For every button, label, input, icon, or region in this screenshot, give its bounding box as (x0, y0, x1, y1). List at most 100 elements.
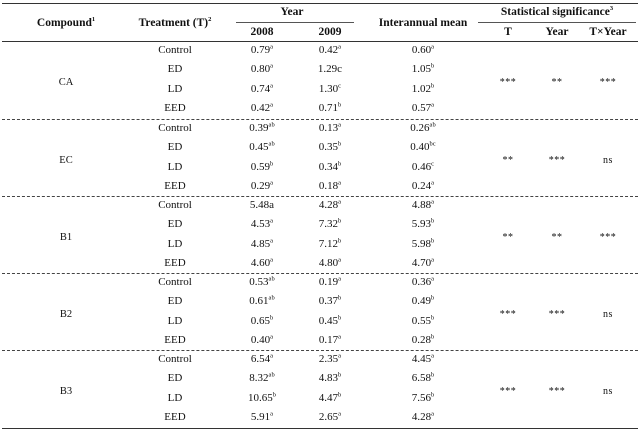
value-2008-letter: a (270, 333, 274, 341)
value-mean-cell: 0.57a (412, 101, 434, 115)
value-mean-cell: 0.40bc (410, 141, 435, 154)
value-2009-cell: 0.71b (318, 101, 342, 115)
value-mean-letter: b (431, 236, 435, 244)
value-2008-cell: 5.91a (250, 410, 273, 424)
value-mean-letter: a (431, 198, 435, 206)
value-2009-letter: a (338, 352, 342, 360)
value-2009: 0.18 (318, 179, 339, 192)
sig-txy: ns (603, 154, 613, 166)
value-2008-cell: 8.32ab (249, 372, 274, 385)
value-2008-letter: b (272, 390, 276, 398)
value-mean-letter: b (431, 81, 435, 89)
value-2009: 4.80 (318, 256, 339, 269)
treatment-cell: ED (167, 295, 183, 308)
value-2009-letter: a (338, 333, 342, 341)
value-2009: 1.29c (317, 63, 343, 76)
value-2009-cell: 0.42a (319, 44, 341, 57)
header-interannual-mean: Interannual mean (378, 17, 468, 29)
value-2009-letter: a (338, 43, 342, 51)
header-year: Year (280, 6, 304, 18)
value-2008-letter: a (270, 179, 274, 187)
value-2008-letter: ab (268, 294, 275, 302)
value-2009-cell: 2.65a (319, 410, 342, 424)
value-2009-letter: a (338, 179, 342, 187)
value-mean: 5.93 (411, 218, 431, 231)
value-mean: 4.28 (411, 410, 432, 423)
header-2009: 2009 (318, 26, 342, 38)
value-mean-cell: 4.28a (411, 410, 434, 424)
header-compound-label: Compound (36, 17, 92, 29)
value-2008-cell: 0.39ab (249, 122, 274, 135)
value-2008-cell: 0.53ab (249, 276, 274, 289)
value-2009: 0.19 (318, 276, 339, 288)
value-2008-cell: 0.42a (250, 101, 273, 115)
value-mean-cell: 5.93b (412, 218, 435, 231)
value-2009: 0.45 (318, 314, 338, 327)
compound-label: CA (58, 76, 74, 88)
value-2009: 0.42 (318, 44, 339, 56)
treatment-cell: LD (167, 160, 183, 173)
treatment-cell: Control (158, 199, 192, 211)
value-2009-cell: 2.35a (319, 353, 341, 366)
value-2009-letter: a (338, 198, 342, 206)
sig-t: ** (502, 154, 514, 166)
value-2008-cell: 0.59b (250, 160, 274, 174)
value-2008-cell: 5.48a (250, 199, 274, 212)
value-2009-cell: 4.80a (318, 256, 341, 270)
header-stat-year: Year (545, 26, 569, 38)
header-stat-footnote: 3 (609, 5, 614, 13)
sig-year: ** (551, 76, 563, 88)
value-2009-letter: a (338, 410, 342, 418)
sig-year: *** (548, 385, 566, 397)
group-separator (2, 119, 638, 120)
value-2008: 10.65 (248, 391, 273, 404)
treatment-cell: ED (167, 372, 183, 385)
value-2009: 0.71 (318, 101, 338, 114)
value-2008: 0.79 (250, 44, 271, 56)
value-mean-letter: ab (429, 121, 436, 129)
treatment-cell: Control (158, 122, 192, 134)
value-2009-letter: b (338, 217, 342, 225)
value-2008-letter: ab (268, 121, 275, 129)
value-mean-letter: a (431, 256, 435, 264)
sig-year: *** (548, 308, 566, 320)
value-2009-cell: 0.34b (319, 159, 342, 174)
value-mean-letter: b (431, 294, 435, 302)
value-2009-letter: b (338, 101, 342, 109)
group-separator (2, 350, 638, 351)
value-2008-cell: 0.74a (251, 82, 273, 96)
value-2009-letter: b (338, 159, 342, 167)
value-2008: 0.59 (250, 160, 270, 173)
value-2009: 4.47 (318, 391, 338, 404)
value-mean: 1.05 (411, 63, 431, 76)
value-2008: 0.65 (250, 314, 270, 327)
header-statistical-significance: Statistical significance3 (500, 5, 614, 19)
value-2009-letter: b (338, 313, 342, 321)
value-mean: 4.70 (411, 256, 432, 269)
value-2009-letter: b (338, 390, 342, 398)
compound-label: B2 (59, 308, 73, 320)
value-2009-cell: 0.35b (319, 141, 342, 154)
sig-t: *** (499, 76, 517, 88)
value-2009-cell: 4.83b (319, 372, 342, 385)
header-stat-t: T (504, 26, 512, 38)
header-stat-label: Statistical significance (500, 6, 610, 18)
value-mean-letter: a (431, 179, 435, 187)
value-mean-cell: 5.98b (412, 236, 435, 251)
value-2008-cell: 0.65b (250, 314, 274, 328)
header-compound-footnote: 1 (91, 16, 96, 24)
value-mean-cell: 1.02b (412, 81, 435, 96)
value-2008: 5.91 (250, 410, 271, 423)
compound-label: B1 (59, 231, 73, 243)
value-mean-letter: c (431, 159, 435, 167)
value-2009-cell: 1.29c (318, 63, 342, 76)
value-mean-cell: 0.26ab (410, 122, 435, 135)
value-2008-letter: a (270, 236, 274, 244)
value-mean-cell: 0.55b (412, 314, 435, 328)
value-2008-cell: 6.54a (251, 353, 273, 366)
sig-txy: *** (599, 76, 617, 88)
value-2008: 0.42 (250, 101, 271, 114)
treatment-cell: EED (164, 256, 186, 269)
value-2009-cell: 1.30c (319, 82, 341, 96)
value-2009-letter: b (338, 294, 342, 302)
